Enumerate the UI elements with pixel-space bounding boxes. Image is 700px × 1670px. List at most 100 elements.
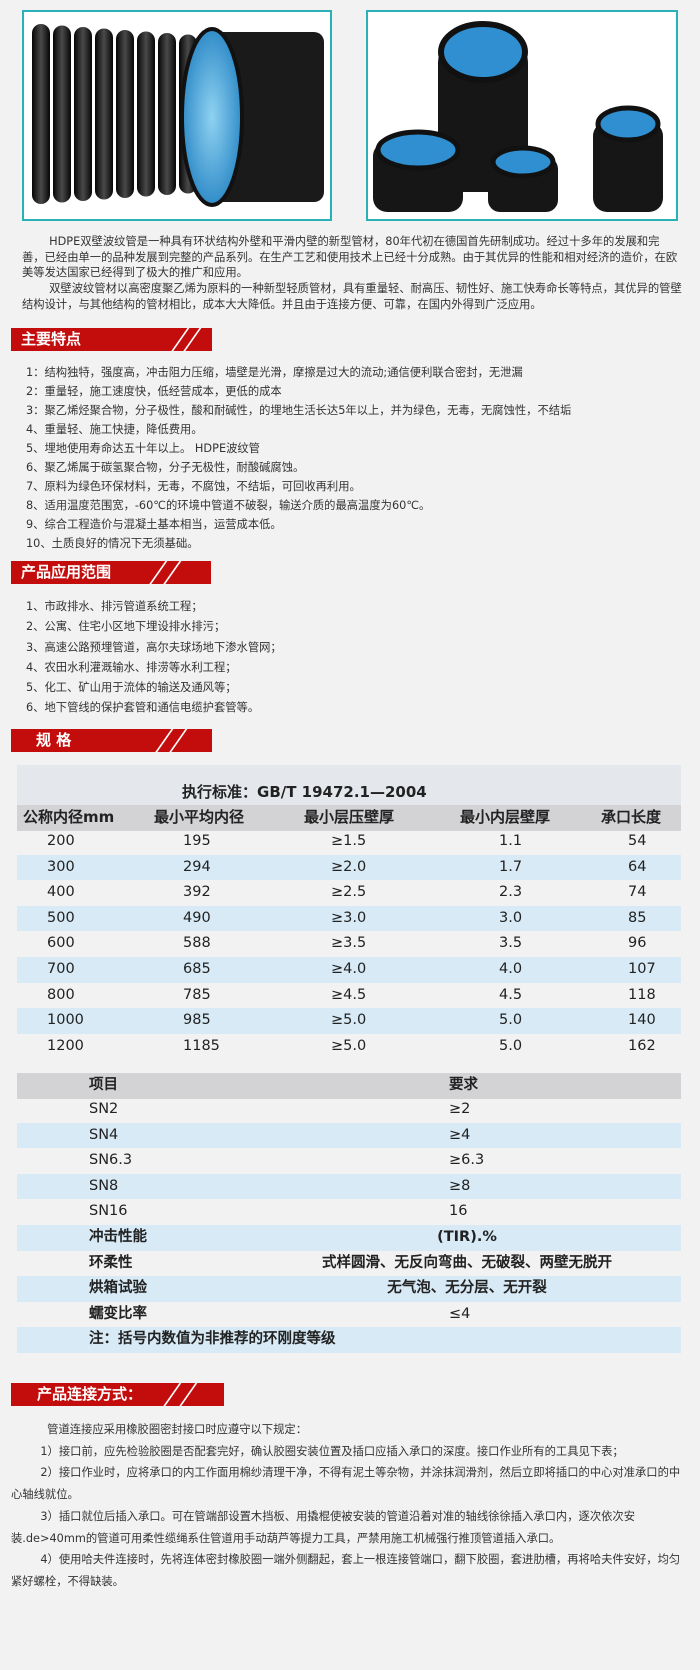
- spec-cell: 1200: [47, 1037, 84, 1054]
- spec-cell: 800: [47, 986, 75, 1003]
- spec-row: 400 392 ≥2.5 2.3 74: [17, 880, 681, 906]
- requirement-item: 环柔性: [89, 1254, 133, 1271]
- section-title: 规 格: [36, 731, 72, 749]
- spec-cell: 300: [47, 858, 75, 875]
- requirement-item: 冲击性能: [89, 1229, 147, 1245]
- spec-cell: 1000: [47, 1012, 84, 1029]
- feature-item: 4、重量轻、施工快捷，降低费用。: [26, 423, 203, 436]
- section-header-features: 主要特点: [11, 328, 212, 351]
- requirements-header-row: 项目 要求: [17, 1073, 681, 1099]
- spec-cell: 118: [628, 986, 656, 1003]
- requirement-row: 冲击性能 (TIR).%: [17, 1225, 681, 1251]
- column-header: 承口长度: [601, 808, 662, 826]
- pipe-rib: [116, 30, 134, 198]
- spec-header-row: 公称内径mm 最小平均内径 最小层压壁厚 最小内层壁厚 承口长度: [17, 805, 681, 831]
- spec-cell: 64: [628, 858, 647, 875]
- section-title: 主要特点: [21, 330, 82, 348]
- connection-paragraph: 2）接口作业时，应将承口的内工作面用棉纱清理干净，不得有泥土等杂物，并涂抹润滑剂…: [11, 1466, 681, 1502]
- column-header: 项目: [89, 1077, 118, 1093]
- section-title: 产品连接方式：: [37, 1385, 143, 1403]
- requirement-row: SN16 16: [17, 1199, 681, 1225]
- spec-cell: 600: [47, 935, 75, 952]
- note-row: 注：括号内数值为非推荐的环刚度等级: [17, 1327, 681, 1353]
- requirement-item: 烘箱试验: [89, 1280, 147, 1297]
- spec-cell: ≥3.5: [331, 935, 367, 952]
- spec-cell: 5.0: [499, 1037, 523, 1054]
- pipe-rib: [158, 33, 176, 195]
- requirement-row: SN6.3 ≥6.3: [17, 1148, 681, 1174]
- applications-list: 1、市政排水、排污管道系统工程； 2、公寓、住宅小区地下埋设排水排污； 3、高速公路…: [26, 597, 282, 719]
- requirement-value: ≥8: [449, 1177, 471, 1194]
- column-header: 最小层压壁厚: [304, 808, 395, 826]
- connection-paragraph: 3）插口就位后插入承口。可在管端部设置木挡板、用撬棍使被安装的管道沿着对准的轴线…: [11, 1509, 636, 1545]
- feature-item: 1：结构独特，强度高，冲击阻力压缩，墙壁是光滑，摩擦是过大的流动;通信便利联合密…: [26, 366, 523, 379]
- section-header-applications: 产品应用范围: [11, 561, 211, 584]
- feature-item: 5、埋地使用寿命达五十年以上。 HDPE波纹管: [26, 442, 260, 455]
- spec-cell: 400: [47, 884, 75, 901]
- intro-paragraph: 双壁波纹管材以高密度聚乙烯为原料的一种新型轻质管材，具有重量轻、耐高压、韧性好、…: [22, 282, 682, 311]
- spec-cell: 5.0: [499, 1012, 523, 1029]
- spec-cell: 392: [183, 884, 211, 901]
- spec-cell: 1.7: [499, 858, 523, 875]
- spec-cell: 1185: [183, 1037, 220, 1054]
- spec-row: 600 588 ≥3.5 3.5 96: [17, 931, 681, 957]
- feature-item: 8、适用温度范围宽，-60℃的环境中管道不破裂，输送介质的最高温度为60℃。: [26, 499, 431, 512]
- requirement-row: SN2 ≥2: [17, 1097, 681, 1123]
- column-header: 要求: [449, 1077, 478, 1093]
- intro-text: HDPE双壁波纹管是一种具有环状结构外壁和平滑内壁的新型管材，80年代初在德国首…: [22, 234, 682, 313]
- spec-cell: 96: [628, 935, 647, 952]
- pipe-rib: [53, 25, 71, 203]
- application-item: 1、市政排水、排污管道系统工程；: [26, 600, 203, 613]
- pipe-rib: [137, 31, 155, 197]
- application-item: 5、化工、矿山用于流体的输送及通风等；: [26, 681, 237, 695]
- spec-cell: 2.3: [499, 884, 523, 901]
- feature-item: 3：聚乙烯烃聚合物，分子极性，酸和耐碱性，的埋地生活长达5年以上，并为绿色，无毒…: [26, 404, 572, 417]
- requirement-row: SN4 ≥4: [17, 1122, 681, 1149]
- spec-cell: 140: [628, 1012, 656, 1029]
- spec-cell: 785: [183, 986, 211, 1003]
- spec-row: 1000 985 ≥5.0 5.0 140: [17, 1008, 681, 1034]
- spec-cell: 490: [183, 909, 211, 926]
- connection-paragraph: 管道连接应采用橡胶圈密封接口时应遵守以下规定：: [47, 1423, 307, 1436]
- spec-cell: 700: [47, 961, 75, 977]
- feature-item: 7、原料为绿色环保材料，无毒，不腐蚀，不结垢，可回收再利用。: [26, 480, 361, 493]
- pipe-rib: [32, 24, 50, 204]
- spec-row: 300 294 ≥2.0 1.7 64: [17, 854, 681, 881]
- requirement-item: SN2: [89, 1101, 119, 1117]
- feature-item: 10、土质良好的情况下无须基础。: [26, 537, 199, 550]
- product-photo-right: [366, 10, 678, 221]
- spec-cell: ≥5.0: [331, 1037, 367, 1054]
- spec-cell: 588: [183, 935, 211, 952]
- requirement-item: SN6.3: [89, 1152, 133, 1169]
- section-title: 产品应用范围: [21, 563, 112, 581]
- spec-cell: 4.5: [499, 986, 523, 1003]
- requirement-value: 无气泡、无分层、无开裂: [387, 1280, 547, 1297]
- spec-cell: 1.1: [499, 833, 523, 849]
- requirement-row: 环柔性 式样圆滑、无反向弯曲、无破裂、两壁无脱开: [17, 1251, 681, 1277]
- spec-cell: 500: [47, 909, 75, 926]
- spec-row: 200 195 ≥1.5 1.1 54: [17, 829, 681, 855]
- spec-cell: 107: [628, 961, 656, 977]
- note-text: 注：括号内数值为非推荐的环刚度等级: [89, 1331, 336, 1348]
- spec-cell: 200: [47, 833, 75, 849]
- spec-row: 700 685 ≥4.0 4.0 107: [17, 957, 681, 983]
- spec-row: 800 785 ≥4.5 4.5 118: [17, 983, 681, 1009]
- column-header: 最小内层壁厚: [460, 808, 551, 826]
- section-header-specs: 规 格: [11, 729, 212, 752]
- spec-cell: ≥2.5: [331, 884, 367, 901]
- spec-cell: 195: [183, 833, 211, 849]
- column-header: 最小平均内径: [154, 808, 245, 826]
- spec-cell: 85: [628, 909, 647, 926]
- requirement-row: SN8 ≥8: [17, 1173, 681, 1200]
- requirement-value: ≥4: [449, 1126, 471, 1143]
- spec-cell: ≥1.5: [331, 833, 367, 849]
- requirement-value: ≥6.3: [449, 1152, 485, 1169]
- connection-text: 管道连接应采用橡胶圈密封接口时应遵守以下规定： 1）接口前，应先检验胶圈是否配套完…: [11, 1419, 691, 1593]
- application-item: 4、农田水利灌溉输水、排涝等水利工程；: [26, 660, 237, 674]
- spec-cell: 74: [628, 884, 647, 901]
- application-item: 3、高速公路预埋管道，高尔夫球场地下渗水管网；: [26, 640, 282, 654]
- requirement-value: ≥2: [449, 1101, 471, 1117]
- spec-cell: 685: [183, 961, 211, 977]
- spec-cell: 54: [628, 833, 647, 849]
- spec-cell: ≥4.5: [331, 986, 367, 1003]
